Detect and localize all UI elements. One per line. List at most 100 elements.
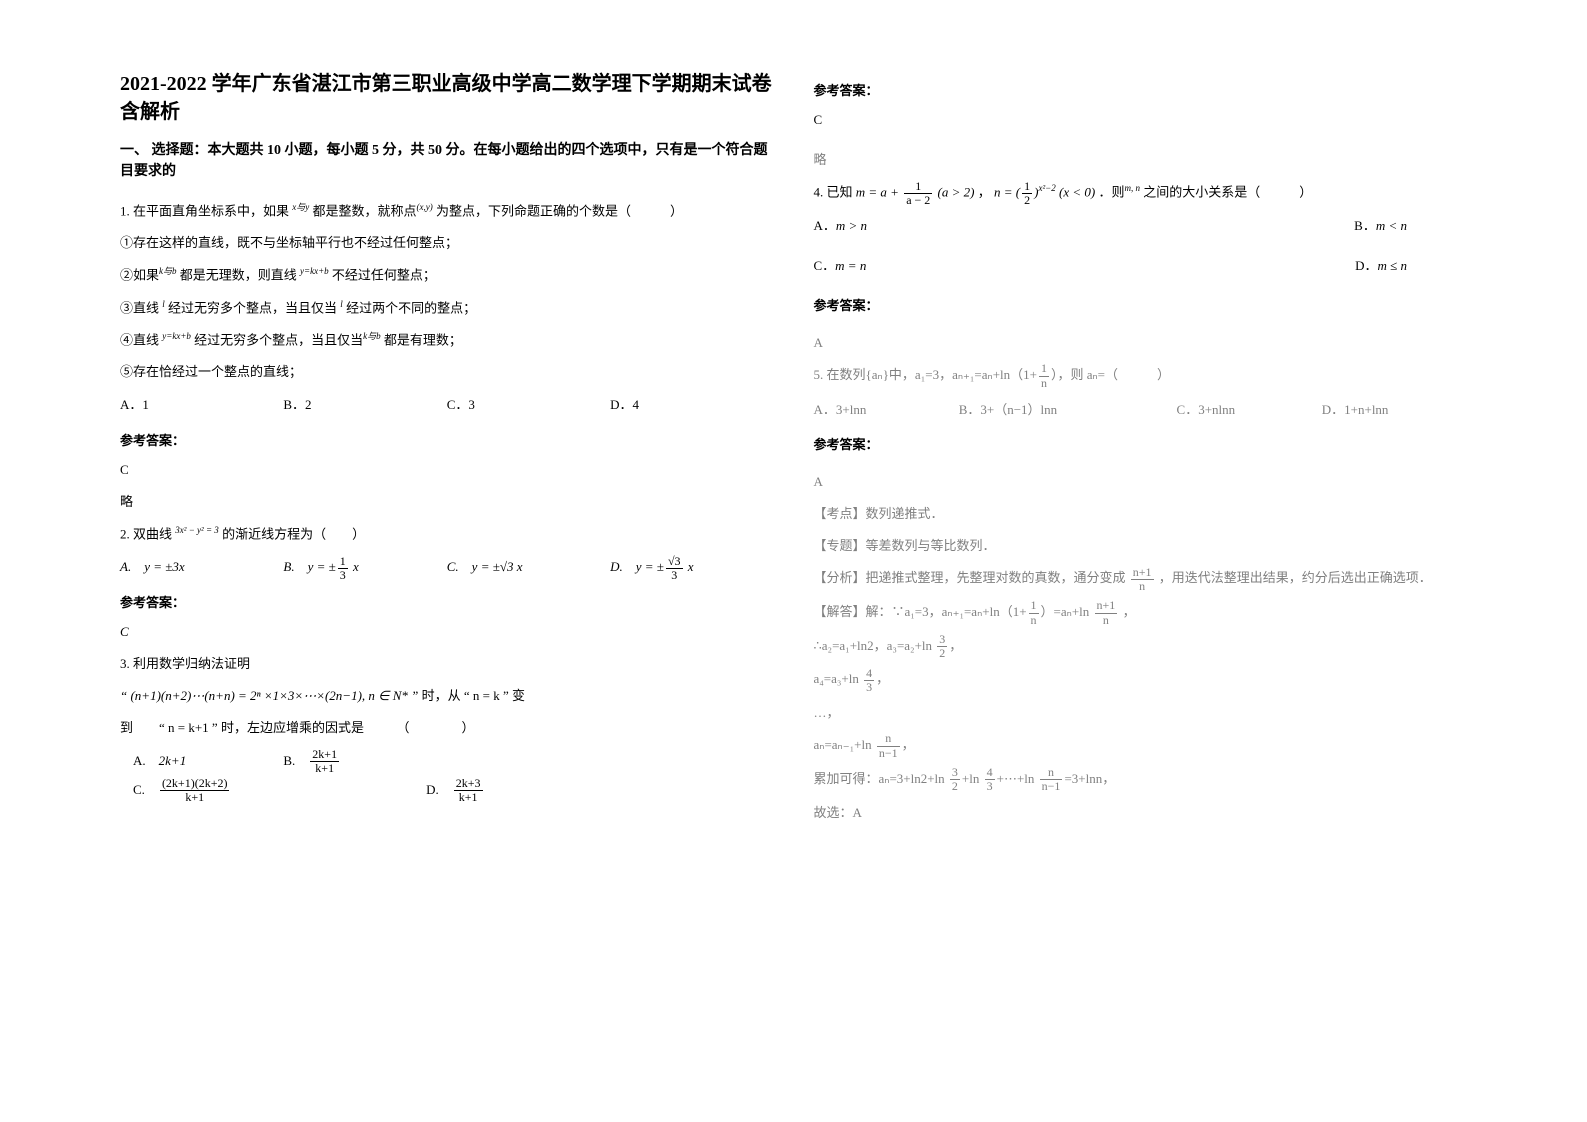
q4-optB: B．m < n [1110, 213, 1467, 239]
text: n−1 [1040, 780, 1063, 793]
text: k与b [159, 266, 177, 276]
q5-optB: B．3+（n−1）lnn [959, 396, 1177, 425]
text: y = ±√3 x [472, 559, 523, 574]
q4-optD: D．m ≤ n [1110, 253, 1467, 279]
text: x [685, 559, 694, 574]
text: A. [133, 753, 159, 768]
q1-item1: ①存在这样的直线，既不与坐标轴平行也不经过任何整点； [120, 230, 774, 256]
text: ，用迭代法整理出结果，约分后选出正确选项． [1156, 570, 1432, 585]
q2-optB: B. y = ±13 x [283, 553, 446, 582]
right-column: 参考答案： C 略 4. 已知 m = a + 1a − 2 (a > 2) ，… [794, 70, 1488, 1082]
text: k+1 [310, 762, 339, 775]
text: ③直线 [120, 300, 162, 315]
q3-optC: C. (2k+1)(2k+2)k+1 [120, 776, 400, 805]
text: D. [426, 782, 452, 797]
text: ， [978, 184, 991, 199]
spacer [587, 776, 774, 805]
text: ∴a₂=a₁+ln2，a₃=a₂+ln [814, 638, 936, 653]
text: 3 [950, 766, 960, 780]
text: 3 [985, 780, 995, 793]
q1-optD: D．4 [610, 391, 773, 420]
spacer [447, 747, 610, 776]
text: +ln [962, 771, 983, 786]
q2-answer-label: 参考答案： [120, 592, 774, 611]
q5-dots: …， [814, 700, 1468, 726]
text: 累加可得：aₙ=3+ln2+ln [814, 771, 948, 786]
text: x [350, 559, 359, 574]
text: m, n [1124, 183, 1140, 193]
text: aₙ=aₙ₋₁+ln [814, 737, 875, 752]
text: 为整点，下列命题正确的个数是（ ） [433, 203, 683, 218]
text: 都是整数，就称点 [309, 203, 416, 218]
text: 【解答】解：∵a₁=3，aₙ₊₁=aₙ+ln（1+ [814, 604, 1027, 619]
text: 4 [985, 766, 995, 780]
text: n+1 [1131, 566, 1154, 580]
text: A. [120, 559, 144, 574]
section-header: 一、 选择题：本大题共 10 小题，每小题 5 分，共 50 分。在每小题给出的… [120, 140, 774, 182]
q5-l2: a₄=a₃+ln 43， [814, 666, 1468, 694]
page-title: 2021-2022 学年广东省湛江市第三职业高级中学高二数学理下学期期末试卷含解… [120, 70, 774, 126]
q2-optC: C. y = ±√3 x [447, 553, 610, 582]
q5-kd: 【考点】数列递推式． [814, 501, 1468, 527]
q2-answer: C [120, 619, 774, 645]
text: 经过两个不同的整点； [343, 300, 476, 315]
text: m = a + [856, 184, 902, 199]
text: 不经过任何整点； [329, 268, 436, 283]
text: 1 [338, 555, 348, 569]
q3-optA: A. 2k+1 [120, 747, 283, 776]
q1-note: 略 [120, 489, 774, 515]
q4-answer-label: 参考答案： [814, 295, 1468, 314]
text: n = ( [994, 184, 1020, 199]
q3-optD: D. 2k+3k+1 [400, 776, 587, 805]
q3-optB: B. 2k+1k+1 [283, 747, 446, 776]
text: B. [283, 559, 307, 574]
text: k与b [363, 331, 381, 341]
q1-optC: C．3 [447, 391, 610, 420]
q5-optD: D．1+n+lnn [1322, 396, 1467, 425]
text: a₄=a₃+ln [814, 671, 863, 686]
q3-answer-label: 参考答案： [814, 80, 1468, 99]
q4-stem: 4. 已知 m = a + 1a − 2 (a > 2) ， n = (12)x… [814, 179, 1468, 207]
text: ， [902, 737, 915, 752]
text: A． [814, 218, 836, 233]
text: =3+lnn， [1064, 771, 1115, 786]
text: 3x² − y² = 3 [175, 525, 219, 535]
text: n [1040, 766, 1063, 780]
text: 2 [1022, 194, 1032, 207]
text: 2 [950, 780, 960, 793]
text: 1 [904, 180, 932, 194]
q5-optC: C．3+nlnn [1177, 396, 1322, 425]
q1-item3: ③直线 l 经过无穷多个整点，当且仅当 l 经过两个不同的整点； [120, 295, 774, 321]
text: “ (n+1)(n+2)⋯(n+n) = 2ⁿ ×1×3×⋯×(2n−1), n… [120, 688, 418, 703]
text: 时，从 “ n = k ” 变 [418, 688, 525, 703]
text: 的渐近线方程为（ ） [219, 526, 365, 541]
q5-sum: 累加可得：aₙ=3+ln2+ln 32+ln 43+⋯+ln nn−1=3+ln… [814, 766, 1468, 794]
text: y = ± [308, 559, 336, 574]
q3-line2: 到 “ n = k+1 ” 时，左边应增乘的因式是 （ ） [120, 715, 774, 741]
text: +⋯+ln [997, 771, 1038, 786]
q5-answer: A [814, 469, 1468, 495]
q1-optA: A．1 [120, 391, 283, 420]
text: (x,y) [417, 202, 433, 212]
q4-optC: C．m = n [814, 253, 1111, 279]
q5-answer-label: 参考答案： [814, 434, 1468, 453]
q5-optA: A．3+lnn [814, 396, 959, 425]
text: 【分析】把递推式整理，先整理对数的真数，通分变成 [814, 570, 1129, 585]
text: 1 [1029, 599, 1039, 613]
left-column: 2021-2022 学年广东省湛江市第三职业高级中学高二数学理下学期期末试卷含解… [100, 70, 794, 1082]
q3-options-row2: C. (2k+1)(2k+2)k+1 D. 2k+3k+1 [120, 776, 774, 805]
q2-optA: A. y = ±3x [120, 553, 283, 582]
text: m ≤ n [1377, 258, 1407, 273]
text: (2k+1)(2k+2) [160, 777, 230, 791]
text: 1 [1022, 180, 1032, 194]
text: 2 [937, 647, 947, 660]
q1-item5: ⑤存在恰经过一个整点的直线； [120, 359, 774, 385]
q5-options: A．3+lnn B．3+（n−1）lnn C．3+nlnn D．1+n+lnn [814, 396, 1468, 425]
text: (a > 2) [934, 184, 974, 199]
q1-answer-label: 参考答案： [120, 430, 774, 449]
q5-final: 故选：A [814, 800, 1468, 826]
text: 都是无理数，则直线 [177, 268, 301, 283]
q3-formula: “ (n+1)(n+2)⋯(n+n) = 2ⁿ ×1×3×⋯×(2n−1), n… [120, 683, 774, 709]
text: 经过无穷多个整点，当且仅当 [165, 300, 341, 315]
text: x与y [292, 202, 309, 212]
